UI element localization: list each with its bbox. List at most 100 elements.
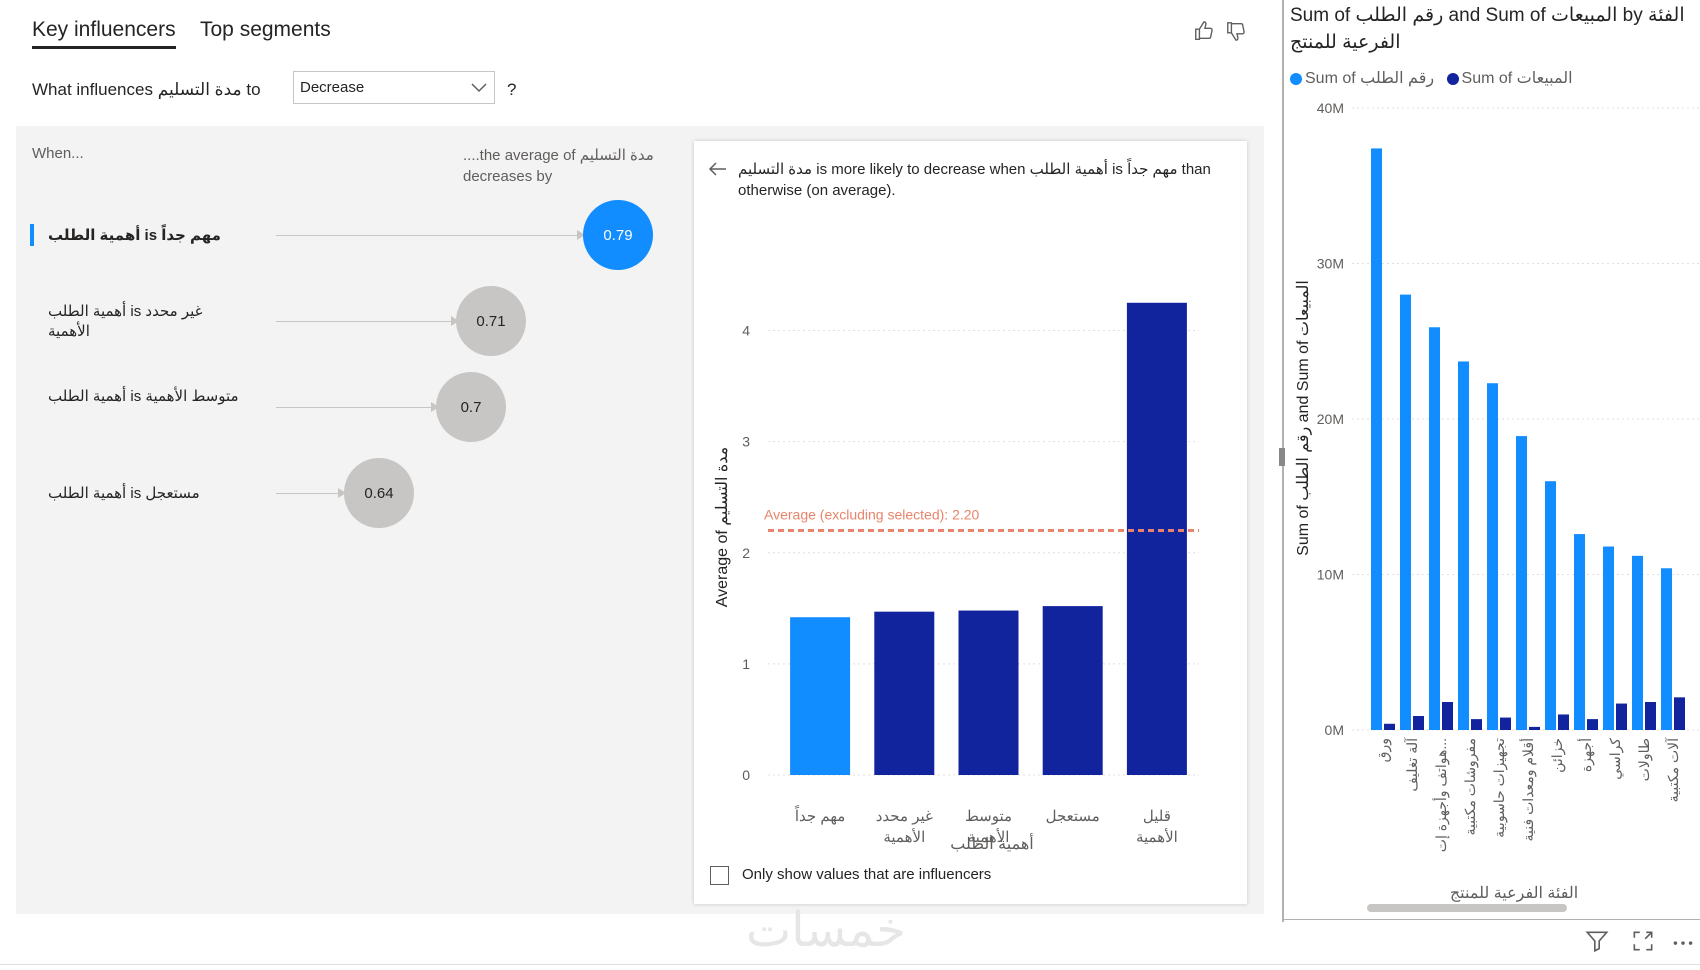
y-tick-label: 0M <box>1325 722 1344 738</box>
influence-question: What influences مدة التسليم to <box>32 80 261 99</box>
chart-title: Sum of رقم الطلب and Sum of المبيعات by … <box>1290 5 1685 53</box>
y-tick-label: 2 <box>742 545 750 561</box>
series-2-bar <box>1529 726 1540 730</box>
connector-arrow-icon <box>577 230 585 240</box>
bar <box>1126 302 1187 775</box>
bar <box>790 617 851 775</box>
series-1-bar <box>1371 148 1382 730</box>
influencer-detail-card: مدة التسليم is more likely to decrease w… <box>694 141 1247 904</box>
series-2-bar <box>1471 719 1482 730</box>
bar <box>874 611 935 775</box>
series-2-bar <box>1616 703 1627 730</box>
checkbox-label: Only show values that are influencers <box>742 866 992 883</box>
y-tick-label: 4 <box>742 323 750 339</box>
influencer-row[interactable]: أهمية الطلب is غير محدد الأهمية <box>30 300 670 344</box>
detail-title: مدة التسليم is more likely to decrease w… <box>738 161 1211 199</box>
subcategory-bar-chart: 0M 10M 20M 30M 40M ورق آلة تغليف هواتف وأجهزة إ… <box>1295 100 1700 902</box>
filter-icon[interactable] <box>1584 928 1610 954</box>
influencer-connector <box>276 235 578 236</box>
series-2-bar <box>1500 717 1511 730</box>
series-2-bar <box>1674 697 1685 730</box>
x-tick-label: متوسط <box>965 808 1012 825</box>
x-tick-label: مفروشات مكتبية <box>1462 738 1479 836</box>
series-1-bar <box>1400 294 1411 730</box>
tab-top-segments[interactable]: Top segments <box>200 18 331 41</box>
more-options-icon[interactable] <box>1670 928 1696 954</box>
influencer-row[interactable]: أهمية الطلب is مهم جداً <box>30 223 670 249</box>
x-axis-title: الفئة الفرعية للمنتج <box>1450 885 1578 902</box>
y-axis-title: Sum of رقم الطلب and Sum of المبيعات <box>1295 280 1312 556</box>
x-tick-label: آلة تغليف <box>1403 737 1420 792</box>
influencer-connector <box>276 407 432 408</box>
influencer-label: أهمية الطلب is مهم جداً <box>48 227 221 244</box>
focus-mode-icon[interactable] <box>1630 928 1656 954</box>
x-tick-label: آلات مكتبية <box>1664 737 1681 802</box>
y-tick-label: 40M <box>1317 100 1344 116</box>
tab-key-influencers[interactable]: Key influencers <box>32 18 176 49</box>
thumbs-up-icon[interactable] <box>1193 20 1215 42</box>
y-tick-label: 10M <box>1317 567 1344 583</box>
detail-bar-chart: 0 1 2 3 4 مهم جداً غير محدد الأهمية متوسط الأهمية… <box>714 302 1199 853</box>
chevron-down-icon <box>471 83 487 93</box>
y-tick-label: 1 <box>742 656 750 672</box>
influencer-bubble[interactable]: 0.64 <box>344 458 414 528</box>
y-tick-label: 20M <box>1317 411 1344 427</box>
influencer-connector <box>276 321 452 322</box>
bar <box>1042 606 1103 775</box>
x-tick-label: مستعجل <box>1046 808 1100 825</box>
series-1-bar <box>1603 546 1614 730</box>
series-1-bar <box>1429 327 1440 730</box>
series-1-bar <box>1632 555 1643 730</box>
x-tick-label: الأهمية <box>883 828 925 846</box>
series-1-bar <box>1458 361 1469 730</box>
connector-arrow-icon <box>451 316 459 326</box>
influencer-row[interactable]: أهمية الطلب is مستعجل <box>30 482 670 508</box>
series-1-bar <box>1574 534 1585 730</box>
direction-dropdown[interactable]: Decrease <box>293 71 495 104</box>
question-mark: ? <box>507 80 517 99</box>
influencer-bubble[interactable]: 0.71 <box>456 286 526 356</box>
x-tick-label: كراسي <box>1607 738 1624 780</box>
thumbs-down-icon[interactable] <box>1225 20 1247 42</box>
x-tick-label: الأهمية <box>968 828 1010 846</box>
resize-handle[interactable] <box>1279 448 1285 466</box>
selected-indicator <box>30 224 34 246</box>
x-tick-label: تجهيزات حاسوبية <box>1491 738 1508 838</box>
series-2-bar <box>1645 702 1656 730</box>
dropdown-value: Decrease <box>300 79 365 96</box>
legend-dot-2 <box>1446 72 1459 85</box>
influencers-only-checkbox[interactable] <box>710 866 729 885</box>
x-tick-label: مهم جداً <box>794 805 845 825</box>
when-header: When... <box>32 145 84 162</box>
x-tick-label: أقلام ومعدات فنية <box>1518 738 1537 842</box>
influencer-bubble[interactable]: 0.79 <box>583 200 653 270</box>
legend-item-2[interactable]: Sum of المبيعات <box>1461 70 1573 87</box>
series-1-bar <box>1487 383 1498 730</box>
influencer-label: أهمية الطلب is مستعجل <box>48 485 200 502</box>
x-tick-label: هواتف وأجهزة إت... <box>1431 738 1450 852</box>
series-1-bar <box>1661 568 1672 730</box>
influencer-label: أهمية الطلب is غير محدد الأهمية <box>48 303 203 340</box>
series-2-bar <box>1442 702 1453 730</box>
connector-arrow-icon <box>431 402 439 412</box>
x-tick-label: طاولات <box>1636 738 1653 781</box>
y-tick-label: 30M <box>1317 256 1344 272</box>
series-1-bar <box>1516 436 1527 730</box>
average-header: ....the average of مدة التسليم decreases… <box>463 147 654 185</box>
y-tick-label: 3 <box>742 434 750 450</box>
influencer-bubble[interactable]: 0.7 <box>436 372 506 442</box>
horizontal-scrollbar[interactable] <box>1367 904 1567 912</box>
legend-item-1[interactable]: Sum of رقم الطلب <box>1305 70 1435 87</box>
back-arrow-icon[interactable] <box>708 161 728 177</box>
chart-legend: Sum of رقم الطلب Sum of المبيعات <box>1290 68 1573 88</box>
series-2-bar <box>1587 719 1598 730</box>
y-tick-label: 0 <box>742 767 750 783</box>
x-tick-label: ورق <box>1375 738 1392 762</box>
subcategory-chart-visual: Sum of رقم الطلب and Sum of المبيعات by … <box>1279 0 1700 970</box>
series-2-bar <box>1558 714 1569 730</box>
influencer-row[interactable]: أهمية الطلب is متوسط الأهمية <box>30 385 670 429</box>
legend-dot-1 <box>1290 72 1302 85</box>
x-axis-title: أهمية الطلب <box>950 833 1033 853</box>
visual-bottom-border <box>1284 919 1700 920</box>
x-tick-label: أجهزة <box>1576 738 1595 772</box>
